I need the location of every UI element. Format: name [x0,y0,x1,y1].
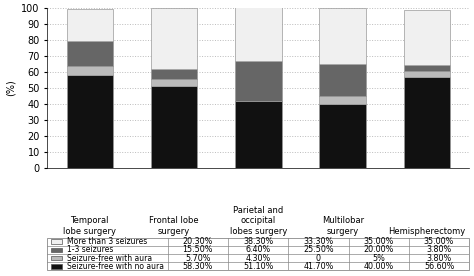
Text: 3.80%: 3.80% [427,254,452,263]
Text: 0: 0 [316,254,321,263]
Text: 38.30%: 38.30% [243,237,273,246]
Bar [51,264,62,269]
Bar [47,238,469,270]
Text: 25.50%: 25.50% [303,245,334,254]
Text: 40.00%: 40.00% [364,262,394,271]
Bar [319,64,366,96]
Bar [151,86,197,168]
Bar [319,104,366,168]
Bar [319,8,366,64]
Text: 15.50%: 15.50% [182,245,213,254]
Text: Temporal
lobe surgery: Temporal lobe surgery [63,216,116,235]
Text: 33.30%: 33.30% [303,237,334,246]
Bar [404,78,450,168]
Bar [404,71,450,78]
Text: 20.00%: 20.00% [364,245,394,254]
Bar [151,69,197,79]
Bar [235,101,282,168]
Text: 51.10%: 51.10% [243,262,273,271]
Bar [66,75,113,168]
Text: 35.00%: 35.00% [424,237,454,246]
Text: Seizure-free with aura: Seizure-free with aura [67,254,152,263]
Bar [151,79,197,86]
Bar [66,41,113,66]
Text: 35.00%: 35.00% [364,237,394,246]
Bar [51,256,62,260]
Bar [151,8,197,69]
Bar [319,96,366,104]
Text: Parietal and
occipital
lobes surgery: Parietal and occipital lobes surgery [229,206,287,235]
Bar [235,7,282,60]
Text: 1-3 seizures: 1-3 seizures [67,245,113,254]
Bar [51,239,62,244]
Text: 41.70%: 41.70% [303,262,334,271]
Bar [235,60,282,101]
Text: 4.30%: 4.30% [246,254,271,263]
Bar [51,248,62,252]
Text: Frontal lobe
surgery: Frontal lobe surgery [149,216,199,235]
Text: More than 3 seizures: More than 3 seizures [67,237,147,246]
Bar [404,65,450,71]
Bar [66,9,113,41]
Text: 56.60%: 56.60% [424,262,454,271]
Text: 58.30%: 58.30% [182,262,213,271]
Text: 5%: 5% [373,254,385,263]
Text: 5.70%: 5.70% [185,254,210,263]
Text: 3.80%: 3.80% [427,245,452,254]
Text: Seizure-free with no aura: Seizure-free with no aura [67,262,164,271]
Y-axis label: (%): (%) [6,79,16,96]
Bar [404,10,450,65]
Text: Hemispherectomy: Hemispherectomy [389,227,465,235]
Text: Multilobar
surgery: Multilobar surgery [322,216,364,235]
Bar [66,66,113,75]
Text: 20.30%: 20.30% [182,237,213,246]
Text: 6.40%: 6.40% [246,245,271,254]
